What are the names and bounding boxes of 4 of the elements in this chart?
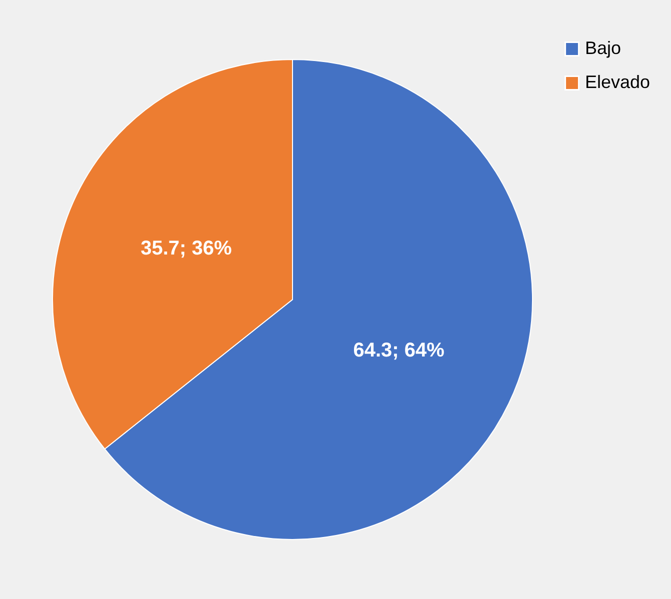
legend-label: Elevado [585, 72, 650, 92]
data-label: 35.7; 36% [140, 237, 232, 260]
legend-label: Bajo [585, 38, 622, 58]
data-label: 64.3; 64% [353, 340, 445, 362]
